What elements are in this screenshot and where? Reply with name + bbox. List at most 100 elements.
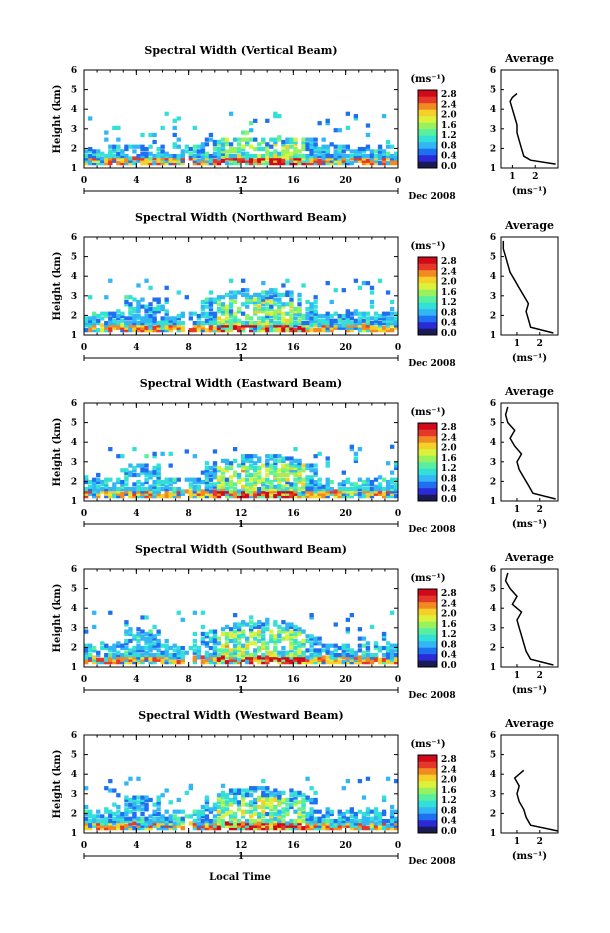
heatmap-cell bbox=[92, 323, 97, 328]
heatmap-cell bbox=[281, 458, 286, 463]
heatmap-cell bbox=[309, 615, 314, 620]
heatmap-cell bbox=[224, 137, 230, 142]
heatmap-cell bbox=[208, 137, 214, 142]
heatmap-cell bbox=[120, 154, 125, 159]
heatmap-cell bbox=[385, 479, 391, 485]
heatmap-cell bbox=[120, 151, 125, 156]
heatmap-cell bbox=[253, 811, 258, 817]
heatmap-cell bbox=[88, 643, 93, 648]
heatmap-cell bbox=[293, 309, 298, 314]
heatmap-cell bbox=[309, 613, 314, 618]
heatmap-cell bbox=[152, 636, 157, 641]
heatmap-cell bbox=[204, 826, 210, 831]
heatmap-cell bbox=[341, 316, 346, 321]
heatmap-cell bbox=[261, 804, 266, 810]
heatmap-cell bbox=[200, 814, 206, 819]
heatmap-cell bbox=[249, 800, 254, 805]
heatmap-cell bbox=[116, 477, 121, 482]
heatmap-cell bbox=[180, 313, 185, 319]
average-y-tick-label: 6 bbox=[490, 399, 496, 409]
heatmap-cell bbox=[168, 477, 173, 482]
heatmap-cell bbox=[273, 156, 278, 161]
heatmap-cell bbox=[309, 142, 314, 147]
heatmap-cell bbox=[164, 316, 169, 321]
heatmap-cell bbox=[116, 323, 121, 328]
heatmap-cell bbox=[337, 826, 342, 831]
heatmap-cell bbox=[208, 328, 214, 333]
heatmap-cell bbox=[96, 821, 101, 826]
heatmap-cell bbox=[301, 154, 306, 159]
heatmap-cell bbox=[196, 144, 202, 149]
heatmap-cell bbox=[100, 316, 105, 321]
heatmap-cell bbox=[305, 487, 310, 492]
x-tick-label: 20 bbox=[339, 509, 352, 519]
heatmap-cell bbox=[325, 146, 330, 152]
heatmap-cell bbox=[389, 821, 395, 826]
heatmap-cell bbox=[261, 295, 266, 300]
colorbar-segment bbox=[418, 436, 437, 443]
heatmap-cell bbox=[224, 461, 230, 466]
heatmap-cell bbox=[373, 491, 379, 496]
heatmap-cell bbox=[369, 821, 375, 826]
heatmap-cell bbox=[148, 634, 153, 639]
heatmap-cell bbox=[253, 465, 258, 471]
heatmap-cell bbox=[373, 826, 379, 831]
heatmap-cell bbox=[257, 158, 262, 163]
heatmap-cell bbox=[373, 814, 379, 819]
heatmap-cell bbox=[116, 489, 121, 494]
heatmap-cell bbox=[88, 821, 93, 826]
heatmap-cell bbox=[104, 321, 109, 326]
heatmap-cell bbox=[232, 146, 238, 152]
average-profile-line bbox=[502, 240, 554, 334]
heatmap-cell bbox=[128, 309, 133, 314]
heatmap-cell bbox=[261, 643, 266, 648]
heatmap-cell bbox=[261, 641, 266, 646]
heatmap-cell bbox=[108, 821, 113, 826]
heatmap-cell bbox=[232, 316, 238, 321]
heatmap-cell bbox=[285, 807, 290, 812]
heatmap-cell bbox=[289, 151, 294, 156]
heatmap-cell bbox=[228, 318, 234, 323]
heatmap-cell bbox=[349, 491, 355, 496]
heatmap-cell bbox=[281, 489, 286, 494]
heatmap-cell bbox=[389, 479, 395, 485]
heatmap-cell bbox=[224, 306, 230, 312]
heatmap-cell bbox=[192, 149, 198, 154]
heatmap-cell bbox=[393, 161, 399, 166]
y-tick-label: 5 bbox=[71, 751, 77, 761]
heatmap-cell bbox=[176, 648, 181, 653]
heatmap-cell bbox=[140, 321, 145, 326]
heatmap-cell bbox=[132, 655, 137, 660]
average-y-tick-label: 3 bbox=[490, 790, 496, 800]
y-tick-label: 3 bbox=[71, 624, 77, 634]
heatmap-cell bbox=[269, 790, 274, 795]
heatmap-cell bbox=[208, 472, 214, 478]
heatmap-cell bbox=[257, 655, 262, 660]
heatmap-cell bbox=[253, 800, 258, 805]
heatmap-cell bbox=[160, 650, 165, 655]
heatmap-cell bbox=[277, 790, 282, 795]
heatmap-cell bbox=[112, 146, 117, 152]
colorbar-segment bbox=[418, 322, 437, 329]
heatmap-cell bbox=[289, 797, 294, 803]
colorbar-label: 2.8 bbox=[441, 755, 457, 765]
heatmap-cell bbox=[124, 638, 129, 644]
heatmap-cell bbox=[156, 638, 161, 644]
heatmap-cell bbox=[136, 156, 141, 161]
heatmap-cell bbox=[212, 491, 218, 496]
heatmap-cell bbox=[220, 487, 226, 492]
heatmap-cell bbox=[305, 638, 310, 644]
heatmap-cell bbox=[297, 648, 302, 653]
heatmap-cell bbox=[220, 321, 226, 326]
heatmap-cell bbox=[289, 653, 294, 658]
heatmap-cell bbox=[156, 468, 161, 473]
heatmap-cell bbox=[212, 146, 218, 152]
heatmap-cell bbox=[341, 154, 346, 159]
heatmap-cell bbox=[236, 790, 242, 795]
heatmap-cell bbox=[140, 146, 145, 152]
heatmap-cell bbox=[204, 653, 210, 658]
heatmap-cell bbox=[164, 299, 169, 305]
x-tick-label: 8 bbox=[186, 841, 192, 851]
heatmap-cell bbox=[369, 299, 375, 305]
heatmap-cell bbox=[277, 316, 282, 321]
